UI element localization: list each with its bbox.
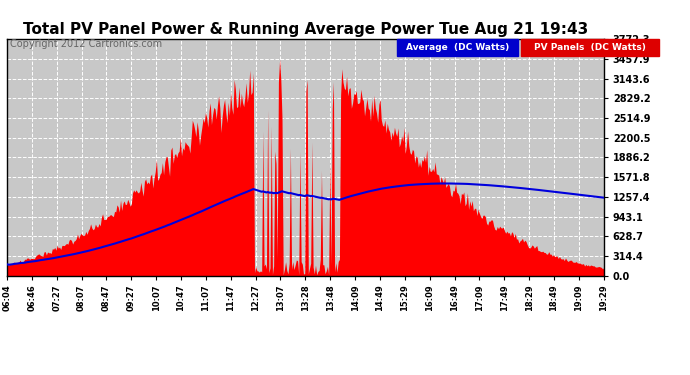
Text: PV Panels  (DC Watts): PV Panels (DC Watts) — [534, 43, 646, 52]
Text: Average  (DC Watts): Average (DC Watts) — [406, 43, 509, 52]
Bar — [397, 39, 518, 56]
Title: Total PV Panel Power & Running Average Power Tue Aug 21 19:43: Total PV Panel Power & Running Average P… — [23, 22, 588, 37]
Text: Copyright 2012 Cartronics.com: Copyright 2012 Cartronics.com — [10, 39, 162, 50]
Bar — [521, 39, 659, 56]
